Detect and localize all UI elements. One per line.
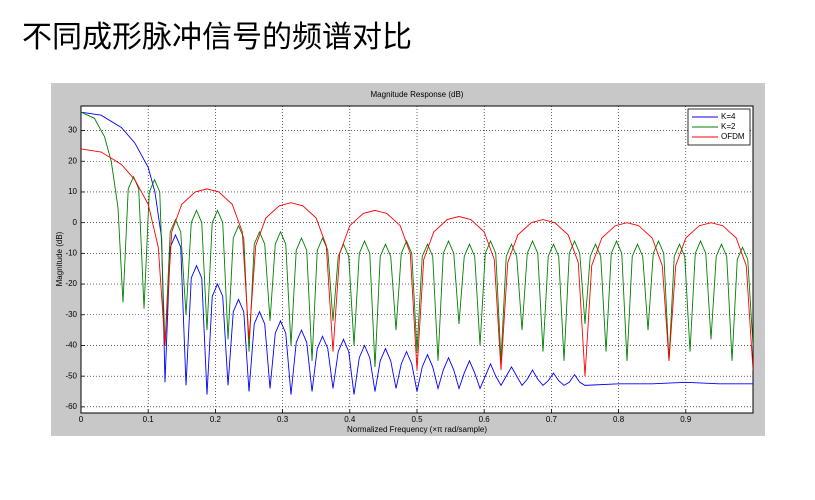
legend-label: K=2 (721, 122, 736, 131)
legend-label: K=4 (721, 112, 736, 121)
series-line (81, 111, 753, 367)
slide-title: 不同成形脉冲信号的频谱对比 (22, 21, 412, 54)
y-tick-label: -40 (65, 341, 77, 350)
x-tick-label: 0 (79, 415, 84, 424)
x-tick-label: 0.4 (344, 415, 356, 424)
series-line (81, 111, 753, 395)
y-tick-label: 20 (68, 156, 77, 165)
chart-title: Magnitude Response (dB) (371, 90, 464, 99)
y-tick-label: -10 (65, 248, 77, 257)
x-tick-label: 0.3 (277, 415, 289, 424)
legend-label: OFDM (721, 132, 745, 141)
series-line (81, 148, 753, 377)
x-axis-label: Normalized Frequency (×π rad/sample) (347, 425, 487, 434)
y-tick-label: -20 (65, 279, 77, 288)
y-tick-label: -50 (65, 371, 77, 380)
x-tick-label: 0.2 (210, 415, 222, 424)
y-tick-label: 10 (68, 187, 77, 196)
x-tick-label: 0.6 (479, 415, 491, 424)
x-tick-label: 0.9 (680, 415, 692, 424)
y-tick-label: 30 (68, 126, 77, 135)
y-tick-label: 0 (73, 218, 78, 227)
x-tick-label: 0.7 (546, 415, 558, 424)
y-axis-label: Magnitude (dB) (55, 231, 64, 286)
y-tick-label: -30 (65, 310, 77, 319)
x-tick-label: 0.8 (613, 415, 625, 424)
x-tick-label: 0.5 (411, 415, 423, 424)
x-tick-label: 0.1 (143, 415, 155, 424)
y-tick-label: -60 (65, 402, 77, 411)
